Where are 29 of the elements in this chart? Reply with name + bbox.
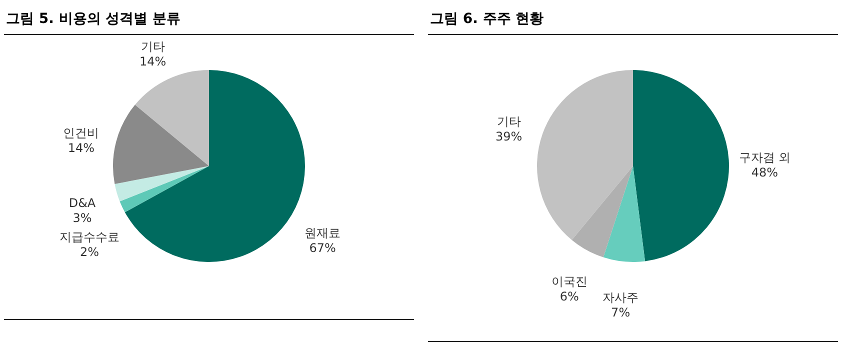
slice-label: 인건비 <box>63 126 100 140</box>
data-label: 2% <box>80 244 100 259</box>
slice-label: 이국진 <box>551 274 588 289</box>
slice-label: 기타 <box>496 114 521 128</box>
data-label: 14% <box>68 141 94 156</box>
slice-label: 기타 <box>140 40 165 54</box>
pie-slice <box>603 166 646 262</box>
data-label: 48% <box>751 166 778 180</box>
data-label: 67% <box>309 241 336 256</box>
chart-title: 그림 5. 비용의 성격별 분류 <box>4 6 414 35</box>
pie-slice <box>114 166 209 202</box>
chart-title: 그림 6. 주주 현황 <box>428 6 838 35</box>
data-label: 7% <box>611 305 630 320</box>
slice-label: 구자겸 외 <box>738 150 791 165</box>
pie-slice <box>537 70 633 240</box>
data-label: 39% <box>495 129 522 144</box>
pie-slice <box>572 166 633 258</box>
slice-label: D&A <box>68 196 96 210</box>
slice-label: 지급수수료 <box>60 230 120 244</box>
pie-slice <box>135 70 209 166</box>
slice-label: 자사주 <box>602 290 639 304</box>
data-label: 14% <box>139 54 166 69</box>
pie-slice <box>633 70 729 262</box>
pie-slice <box>120 166 209 212</box>
data-label: 6% <box>560 290 579 304</box>
slice-label: 원재료 <box>304 226 341 240</box>
pie-slice <box>113 104 209 184</box>
pie-slice <box>124 70 305 262</box>
data-label: 3% <box>72 210 92 225</box>
